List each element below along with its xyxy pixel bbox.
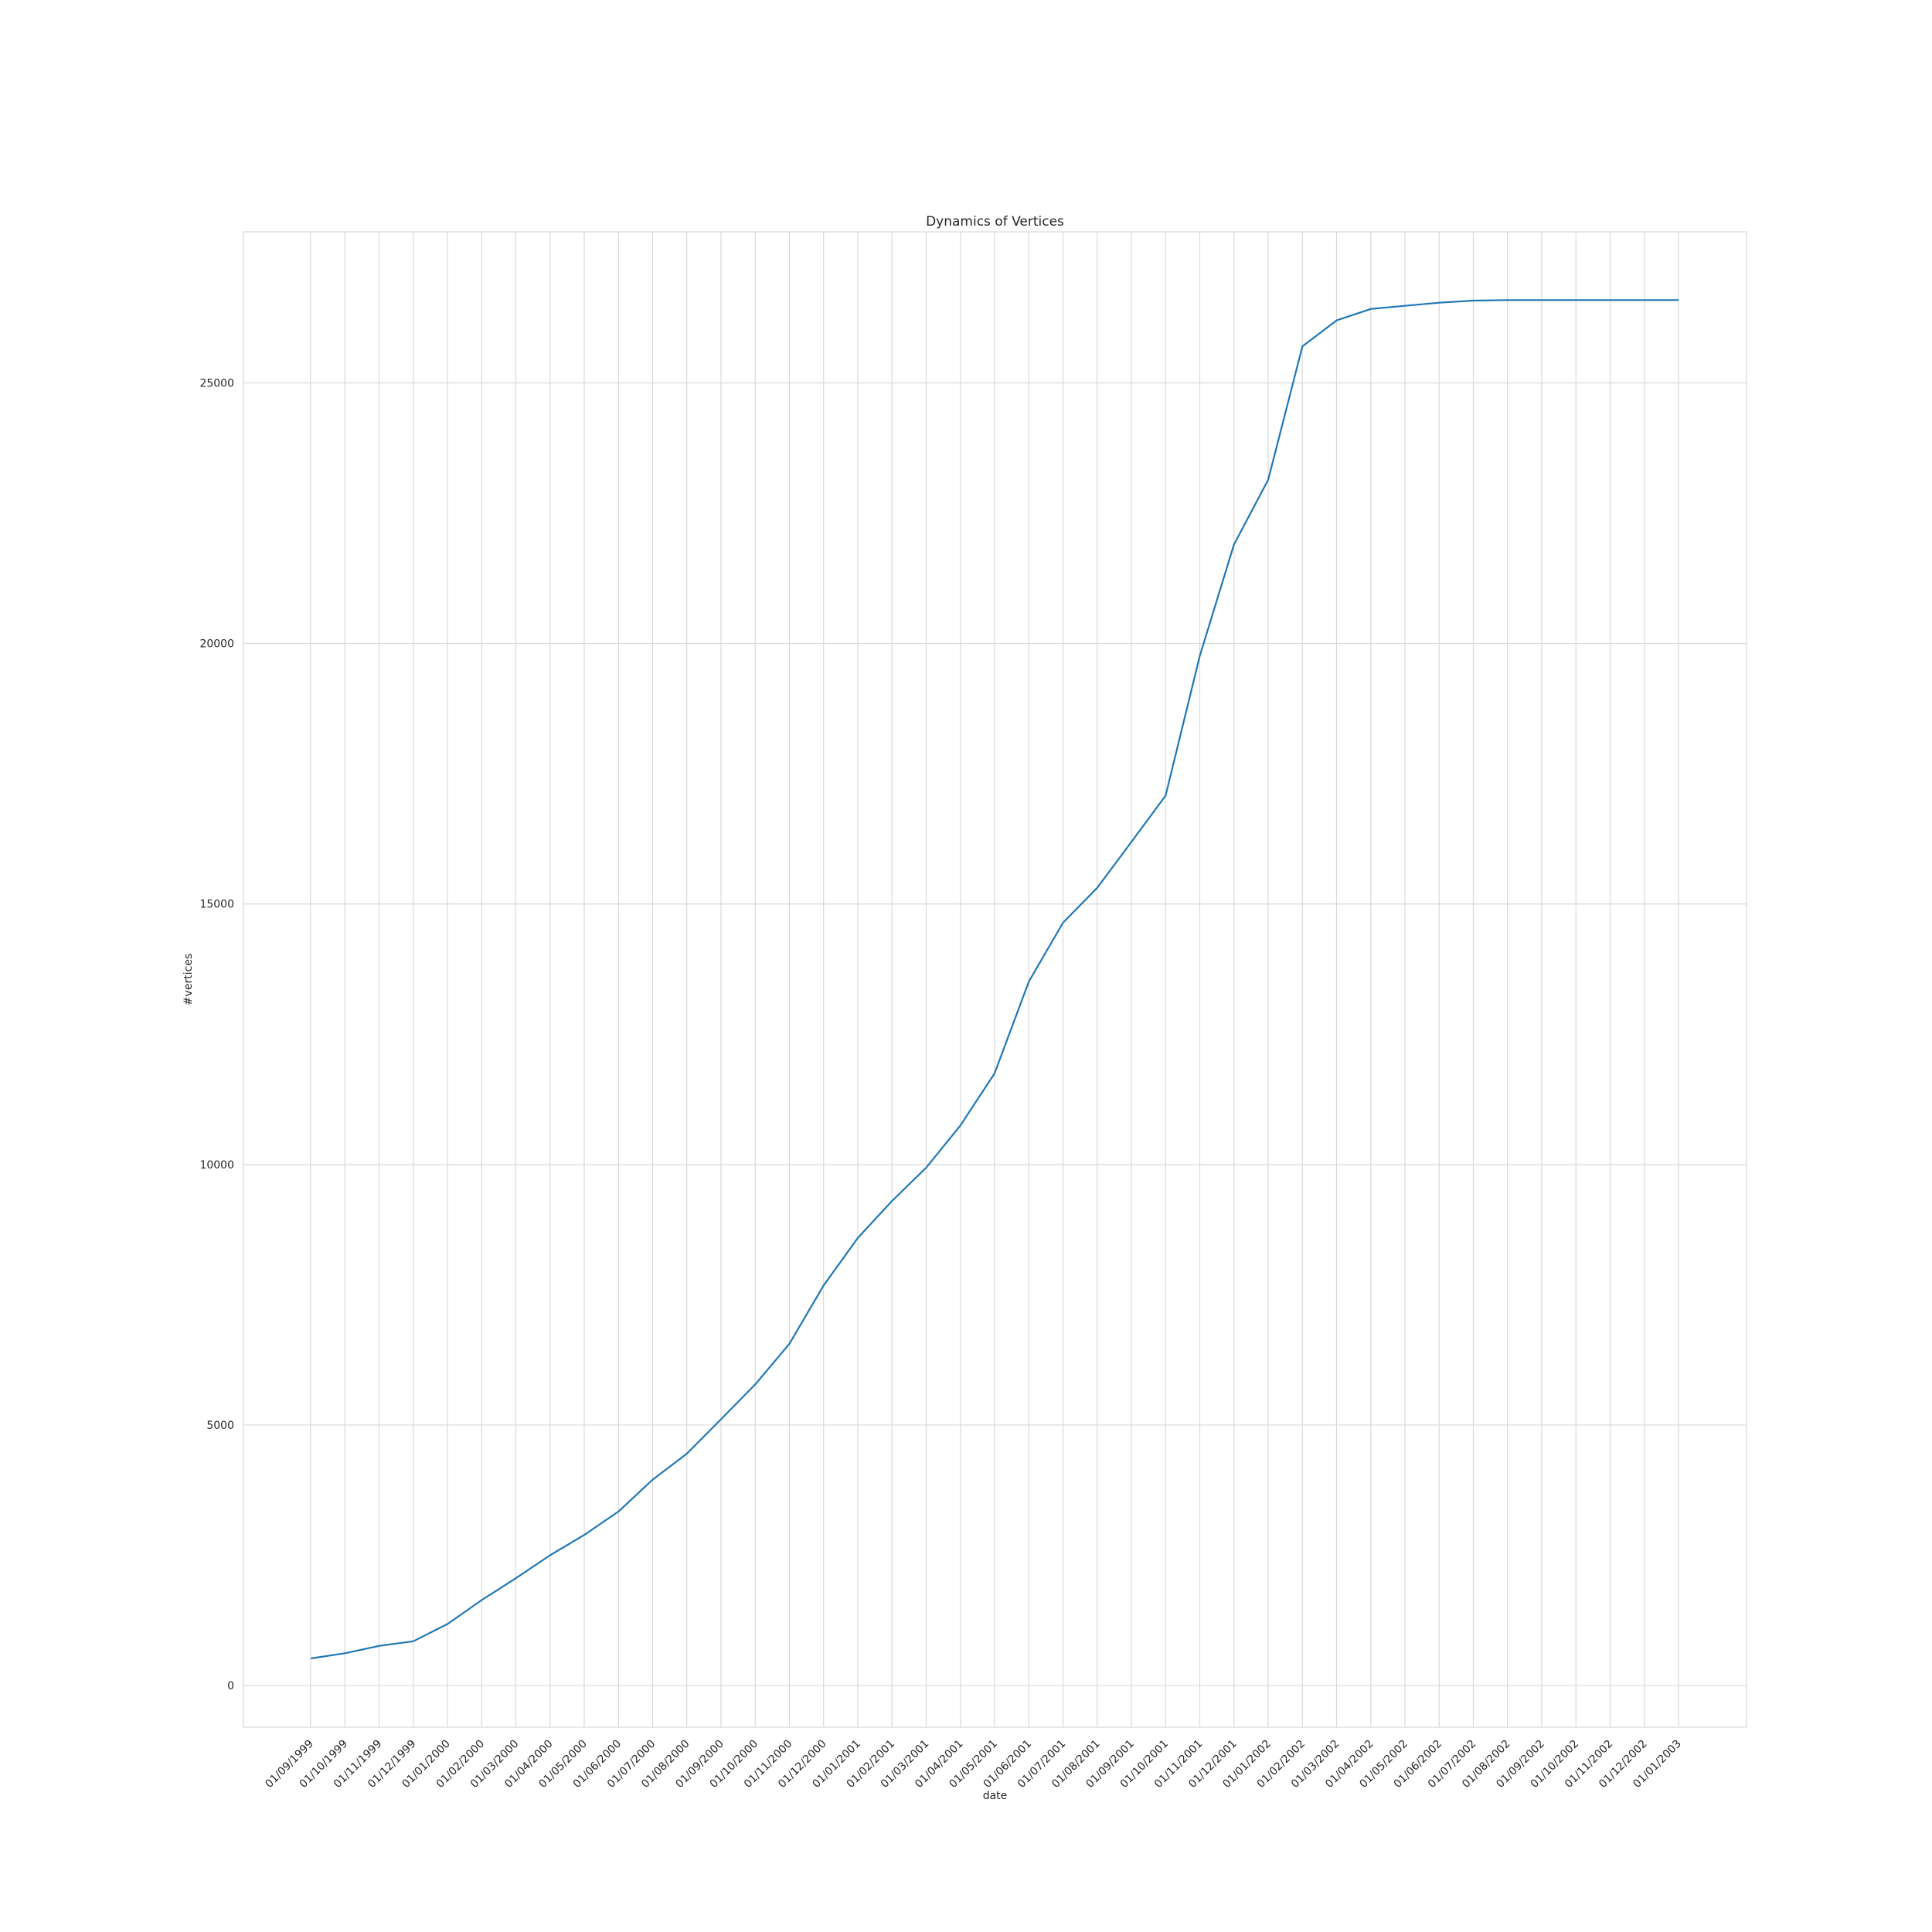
chart-title: Dynamics of Vertices (926, 214, 1064, 230)
x-axis-label: date (983, 1790, 1008, 1802)
y-tick-label: 0 (227, 1680, 234, 1692)
y-tick-label: 5000 (206, 1420, 234, 1432)
y-tick-label: 20000 (199, 638, 234, 651)
y-tick-labels: 0 5000 10000 15000 20000 25000 (199, 378, 234, 1693)
y-tick-label: 15000 (199, 899, 234, 911)
vertices-series-line (310, 299, 1679, 1660)
plot-frame (243, 231, 1747, 1728)
x-tick-labels: 01/09/199901/10/199901/11/199901/12/1999… (263, 1738, 1683, 1791)
y-gridlines (243, 382, 1747, 1686)
x-gridlines (310, 232, 1679, 1727)
y-tick-label: 10000 (199, 1159, 234, 1172)
y-tick-label: 25000 (199, 378, 234, 390)
y-axis-label: #vertices (182, 954, 195, 1005)
